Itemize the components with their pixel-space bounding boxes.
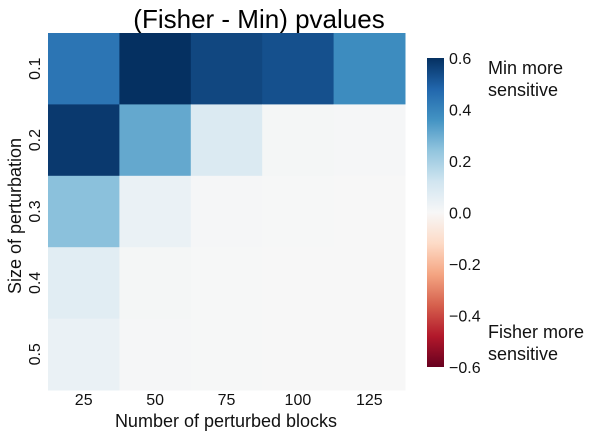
- colorbar-tick-label: 0.2: [449, 154, 471, 171]
- heatmap-cell: [48, 33, 120, 105]
- heatmap-cell: [190, 247, 263, 320]
- colorbar-tick-label: 0.0: [449, 206, 471, 223]
- heatmap-cell: [333, 104, 406, 177]
- chart-title: (Fisher - Min) pvalues: [133, 4, 384, 34]
- heatmap-cell: [190, 175, 263, 248]
- colorbar-tick-label: −0.4: [449, 309, 481, 326]
- annotation-bottom-line-2: sensitive: [488, 344, 558, 364]
- colorbar: [427, 58, 444, 367]
- x-tick-label: 125: [356, 392, 383, 409]
- heatmap-cell: [119, 175, 192, 248]
- heatmap-cell: [333, 175, 406, 248]
- y-tick-label: 0.1: [27, 57, 44, 79]
- annotation-top-line-2: sensitive: [488, 80, 558, 100]
- x-tick-label: 100: [285, 392, 312, 409]
- heatmap-cell: [262, 104, 335, 177]
- heatmap-cell: [262, 247, 335, 320]
- x-axis-label: Number of perturbed blocks: [115, 411, 337, 431]
- colorbar-tick-label: −0.2: [449, 257, 481, 274]
- y-tick-labels: 0.1 0.2 0.3 0.4 0.5: [27, 57, 44, 365]
- heatmap-cell: [190, 318, 263, 391]
- y-tick-label: 0.2: [27, 129, 44, 151]
- heatmap-cell: [262, 318, 335, 391]
- y-tick-label: 0.4: [27, 272, 44, 294]
- heatmap-cell: [262, 33, 335, 105]
- heatmap-cell: [48, 175, 120, 248]
- heatmap-cell: [333, 33, 406, 105]
- heatmap-cell: [190, 104, 263, 177]
- annotation-bottom-line-1: Fisher more: [488, 322, 584, 342]
- heatmap-cells: [48, 33, 406, 391]
- heatmap-cell: [48, 247, 120, 320]
- heatmap-cell: [262, 175, 335, 248]
- y-tick-label: 0.3: [27, 200, 44, 222]
- colorbar-tick-label: −0.6: [449, 360, 481, 377]
- colorbar-tick-label: 0.4: [449, 103, 471, 120]
- x-tick-label: 75: [218, 392, 236, 409]
- x-tick-labels: 25 50 75 100 125: [75, 392, 383, 409]
- x-tick-label: 25: [75, 392, 93, 409]
- heatmap-cell: [119, 247, 192, 320]
- annotation-top-line-1: Min more: [488, 58, 563, 78]
- heatmap-cell: [119, 33, 192, 105]
- annotation-min-more-sensitive: Min more sensitive: [488, 58, 563, 100]
- colorbar-tick-labels: 0.6 0.4 0.2 0.0 −0.2 −0.4 −0.6: [449, 51, 481, 377]
- heatmap-cell: [48, 318, 120, 391]
- heatmap-cell: [333, 318, 406, 391]
- y-tick-label: 0.5: [27, 343, 44, 365]
- heatmap-cell: [119, 318, 192, 391]
- annotation-fisher-more-sensitive: Fisher more sensitive: [488, 322, 584, 364]
- heatmap-cell: [333, 247, 406, 320]
- y-axis-label: Size of perturbation: [5, 138, 25, 294]
- heatmap-cell: [119, 104, 192, 177]
- heatmap-cell: [48, 104, 120, 177]
- colorbar-tick-label: 0.6: [449, 51, 471, 68]
- x-tick-label: 50: [146, 392, 164, 409]
- heatmap-cell: [190, 33, 263, 105]
